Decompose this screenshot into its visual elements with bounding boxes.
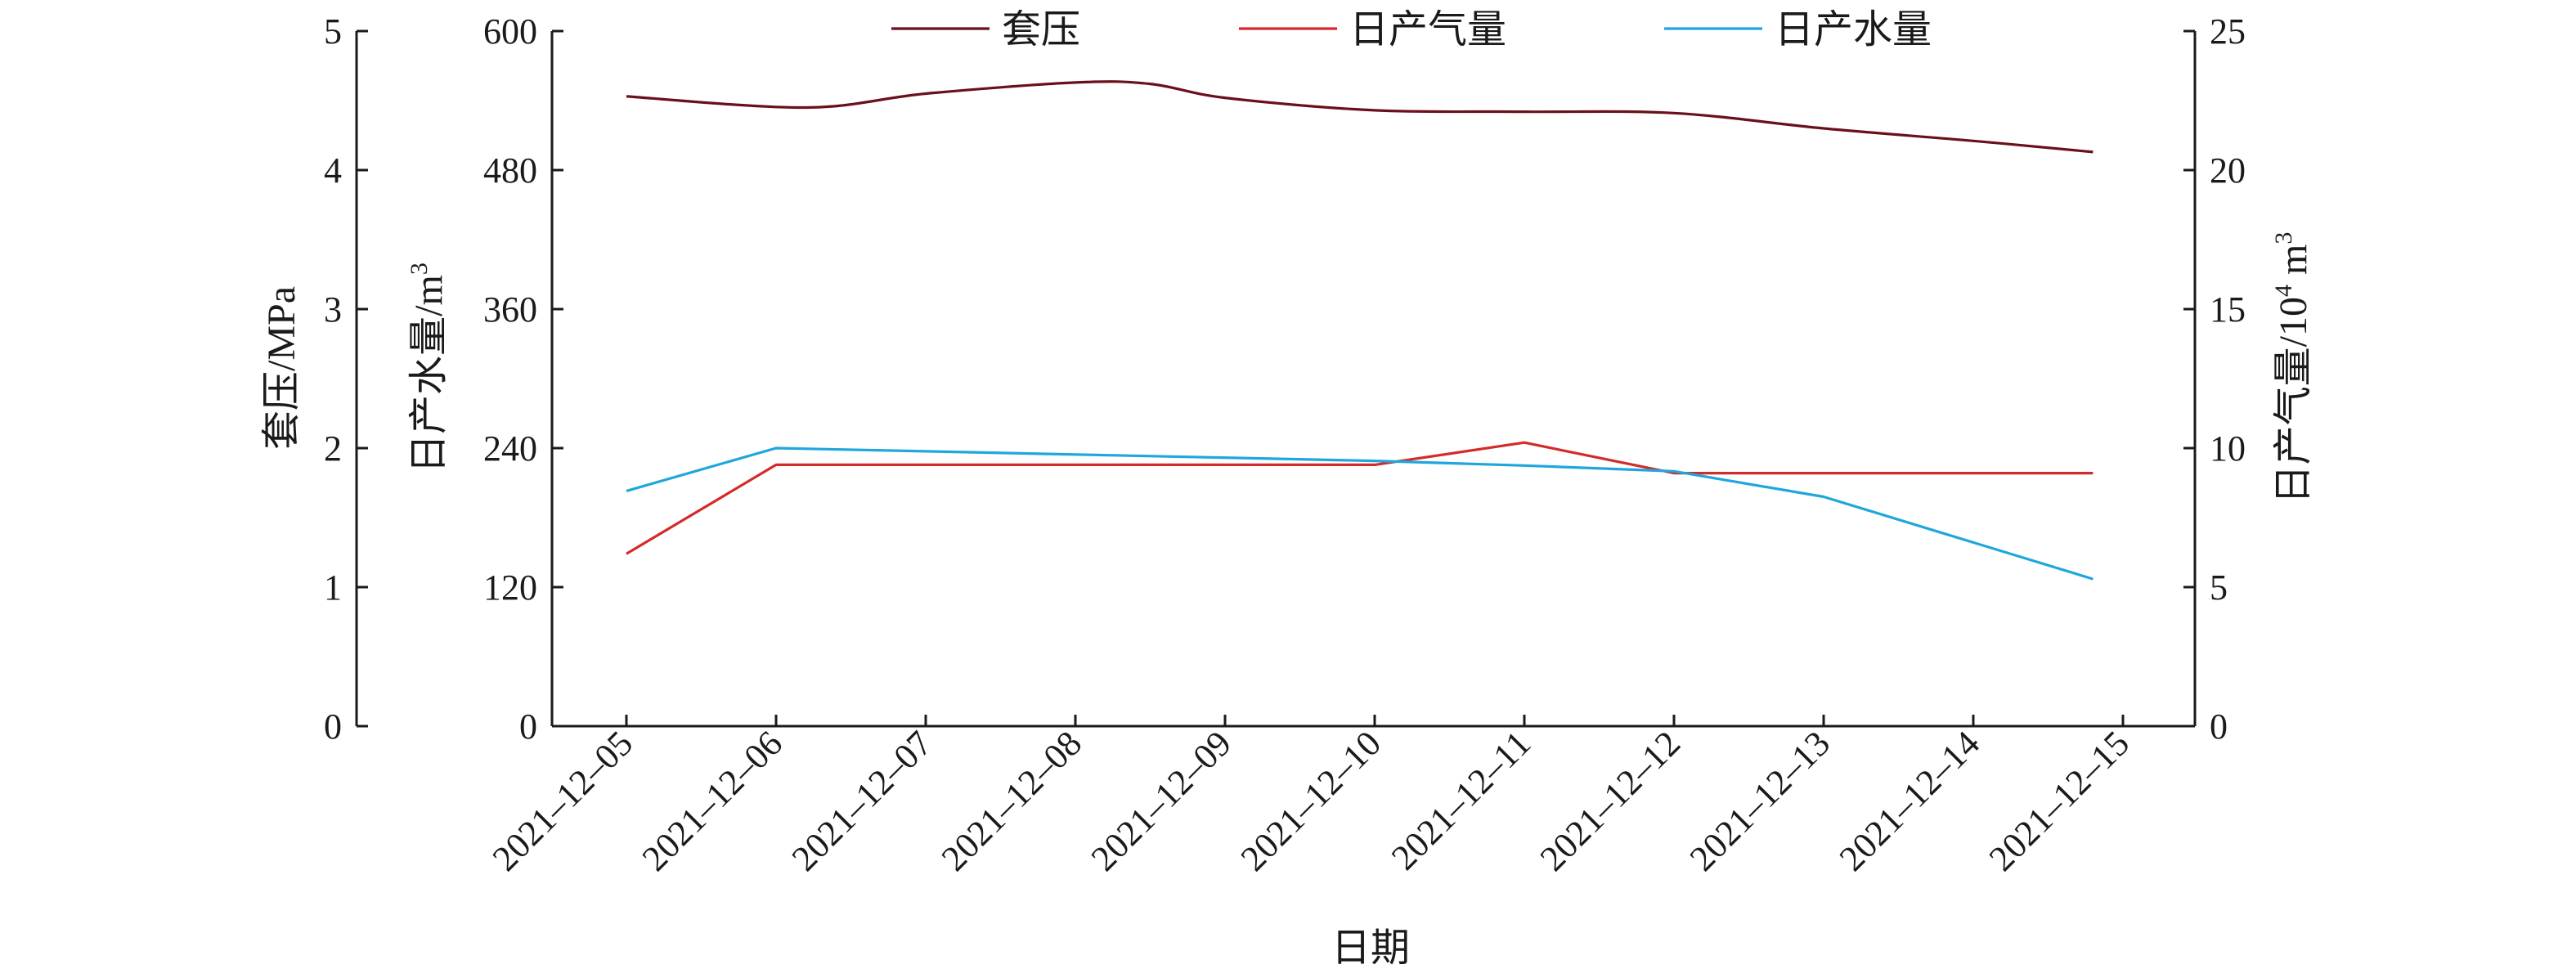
x-axis-tick-label: 2021–12–15 — [1981, 723, 2137, 878]
pressure-axis-title: 套压/MPa — [260, 286, 303, 450]
water-axis-tick-label: 360 — [483, 289, 537, 330]
legend-label-3: 日产水量 — [1775, 8, 1932, 52]
pressure-axis-tick-label: 2 — [324, 428, 342, 469]
series-line-3 — [626, 446, 2094, 581]
pressure-axis-tick-label: 0 — [324, 707, 342, 747]
x-axis-tick-label: 2021–12–06 — [635, 723, 790, 878]
legend-label-1: 套压 — [1002, 8, 1080, 52]
gas-axis-title-tail: m — [2272, 244, 2315, 285]
x-axis-tick-label: 2021–12–05 — [485, 723, 640, 878]
water-axis-tick-label: 0 — [519, 707, 537, 747]
gas-axis-tick-label: 10 — [2210, 428, 2246, 469]
series-line-2 — [626, 441, 2094, 555]
legend-label-2: 日产气量 — [1349, 8, 1506, 52]
series-line-1 — [626, 80, 2094, 154]
pressure-axis-tick-label: 3 — [324, 289, 342, 330]
gas-axis-tick-label: 20 — [2210, 150, 2246, 191]
legend: 套压 日产气量 日产水量 — [891, 8, 1932, 52]
x-axis-tick-label: 2021–12–14 — [1832, 723, 1987, 878]
x-axis-tick-label: 2021–12–07 — [784, 723, 940, 878]
gas-axis-title-sup1: 4 — [2270, 285, 2297, 297]
water-axis-tick-label: 120 — [483, 568, 537, 608]
water-axis-title-main: 日产水量/m — [407, 275, 451, 473]
x-axis-tick-label: 2021–12–09 — [1084, 723, 1239, 878]
x-axis-tick-label: 2021–12–13 — [1682, 723, 1838, 878]
water-axis-tick-label: 600 — [483, 11, 537, 52]
pressure-axis-tick-label: 5 — [324, 11, 342, 52]
gas-axis-title-main: 日产气量/10 — [2272, 297, 2315, 504]
water-axis-tick-label: 480 — [483, 150, 537, 191]
lines-layer — [626, 80, 2094, 581]
gas-axis-tick-label: 5 — [2210, 568, 2228, 608]
gas-axis-tick-label: 0 — [2210, 707, 2228, 747]
gas-axis-tick-label: 25 — [2210, 11, 2246, 52]
x-axis-tick-label: 2021–12–08 — [934, 723, 1089, 878]
axes-layer: 0 1 2 3 4 5 0 120 240 360 480 600 0 5 10 15 20 25 2021–12–… — [324, 11, 2246, 879]
water-axis-title-sup: 3 — [406, 262, 433, 275]
x-axis-tick-label: 2021–12–10 — [1233, 723, 1389, 878]
gas-axis-title: 日产气量/104 m3 — [2270, 232, 2315, 505]
water-axis-title: 日产水量/m3 — [406, 262, 451, 473]
pressure-axis-tick-label: 1 — [324, 568, 342, 608]
pressure-axis-tick-label: 4 — [324, 150, 342, 191]
gas-axis-tick-label: 15 — [2210, 289, 2246, 330]
water-axis-tick-label: 240 — [483, 428, 537, 469]
x-axis-tick-label: 2021–12–12 — [1533, 723, 1688, 878]
x-axis-tick-label: 2021–12–11 — [1384, 723, 1538, 877]
x-axis-title: 日期 — [1331, 926, 1410, 970]
gas-axis-title-sup2: 3 — [2270, 232, 2297, 244]
